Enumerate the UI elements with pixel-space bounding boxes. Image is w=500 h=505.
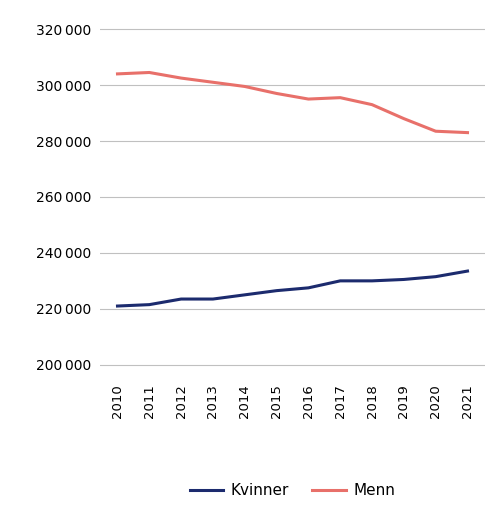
Menn [432,128,438,134]
Kvinner [306,285,312,291]
Menn [464,130,470,136]
Kvinner [178,296,184,302]
Menn [210,79,216,85]
Menn [114,71,120,77]
Menn [242,83,248,89]
Kvinner [210,296,216,302]
Menn [369,102,375,108]
Menn [146,70,152,76]
Line: Menn: Menn [118,73,468,133]
Menn [274,90,280,96]
Line: Kvinner: Kvinner [118,271,468,306]
Kvinner [464,268,470,274]
Menn [401,116,407,122]
Kvinner [274,288,280,294]
Kvinner [432,274,438,280]
Menn [337,94,343,100]
Kvinner [401,276,407,282]
Menn [178,75,184,81]
Kvinner [242,292,248,298]
Kvinner [114,303,120,309]
Menn [306,96,312,102]
Legend: Kvinner, Menn: Kvinner, Menn [184,477,402,504]
Kvinner [369,278,375,284]
Kvinner [337,278,343,284]
Kvinner [146,301,152,308]
